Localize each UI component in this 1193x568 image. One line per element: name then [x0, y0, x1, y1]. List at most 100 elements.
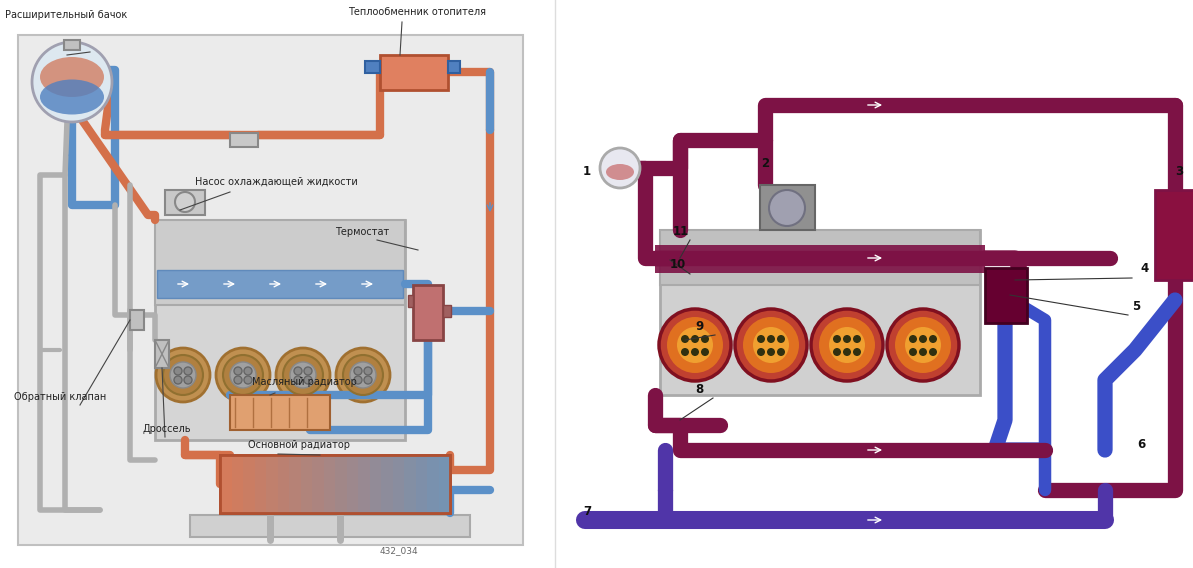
Bar	[231, 455, 243, 513]
Bar	[323, 455, 335, 513]
Bar	[220, 455, 450, 513]
Circle shape	[174, 376, 183, 384]
Text: Насос охлаждающей жидкости: Насос охлаждающей жидкости	[194, 177, 358, 187]
Text: 8: 8	[696, 383, 703, 396]
Text: Термостат: Термостат	[335, 227, 389, 237]
Bar	[370, 455, 381, 513]
Bar	[443, 305, 451, 317]
Bar	[408, 295, 413, 307]
Bar	[301, 455, 313, 513]
Circle shape	[659, 309, 731, 381]
Circle shape	[184, 376, 192, 384]
Bar	[660, 230, 979, 285]
Ellipse shape	[41, 80, 104, 115]
Bar	[358, 455, 370, 513]
Bar	[220, 455, 450, 513]
Circle shape	[283, 355, 323, 395]
Circle shape	[156, 348, 210, 402]
Bar	[660, 230, 979, 395]
Circle shape	[829, 327, 865, 363]
Bar	[381, 55, 449, 90]
Bar	[655, 245, 985, 273]
Circle shape	[354, 376, 361, 384]
Ellipse shape	[606, 164, 633, 180]
Text: 3: 3	[1175, 165, 1183, 178]
Circle shape	[909, 348, 917, 356]
Circle shape	[234, 367, 242, 375]
Circle shape	[667, 317, 723, 373]
Bar	[254, 455, 266, 513]
Text: 11: 11	[673, 225, 690, 238]
Circle shape	[350, 362, 376, 388]
Bar	[415, 455, 427, 513]
Circle shape	[276, 348, 330, 402]
Circle shape	[767, 335, 775, 343]
Text: 6: 6	[1137, 438, 1145, 451]
Bar	[157, 270, 403, 298]
Text: Масляный радиатор: Масляный радиатор	[252, 377, 357, 387]
Circle shape	[743, 317, 799, 373]
Bar	[230, 395, 330, 430]
Circle shape	[905, 327, 941, 363]
Circle shape	[843, 348, 851, 356]
Circle shape	[919, 335, 927, 343]
Circle shape	[169, 362, 196, 388]
Circle shape	[919, 348, 927, 356]
Circle shape	[833, 335, 841, 343]
Circle shape	[175, 192, 194, 212]
Text: Основной радиатор: Основной радиатор	[248, 440, 350, 450]
Circle shape	[758, 348, 765, 356]
Circle shape	[245, 376, 252, 384]
Circle shape	[354, 367, 361, 375]
Circle shape	[895, 317, 951, 373]
Ellipse shape	[41, 57, 104, 97]
Text: 4: 4	[1141, 262, 1148, 275]
Circle shape	[163, 355, 203, 395]
Text: Теплообменник отопителя: Теплообменник отопителя	[348, 7, 486, 17]
Bar	[18, 35, 523, 545]
Bar	[1155, 190, 1193, 280]
Circle shape	[245, 367, 252, 375]
Text: Обратный клапан: Обратный клапан	[14, 392, 106, 402]
Circle shape	[777, 348, 785, 356]
Bar	[278, 455, 289, 513]
Circle shape	[909, 335, 917, 343]
Bar	[346, 455, 358, 513]
Circle shape	[364, 367, 372, 375]
Circle shape	[701, 335, 709, 343]
Bar	[266, 455, 278, 513]
Circle shape	[600, 148, 639, 188]
Text: 10: 10	[670, 258, 686, 271]
Bar	[230, 133, 258, 147]
Circle shape	[777, 335, 785, 343]
Bar	[449, 61, 460, 73]
Bar	[365, 61, 381, 73]
Bar	[760, 185, 815, 230]
Circle shape	[691, 348, 699, 356]
Bar	[155, 220, 404, 305]
Bar	[220, 455, 231, 513]
Circle shape	[929, 348, 937, 356]
Bar	[130, 310, 144, 330]
Circle shape	[230, 362, 256, 388]
Circle shape	[811, 309, 883, 381]
Bar	[985, 268, 1027, 323]
Circle shape	[32, 42, 112, 122]
Bar	[155, 340, 169, 368]
Bar	[165, 190, 205, 215]
Circle shape	[676, 327, 713, 363]
Circle shape	[833, 348, 841, 356]
Circle shape	[184, 367, 192, 375]
Bar	[335, 455, 346, 513]
Text: 2: 2	[761, 157, 769, 170]
Bar	[64, 40, 80, 50]
Text: Дроссель: Дроссель	[142, 424, 191, 434]
Text: 432_034: 432_034	[381, 546, 419, 555]
Circle shape	[216, 348, 270, 402]
Bar	[427, 455, 439, 513]
Circle shape	[767, 348, 775, 356]
Bar	[289, 455, 301, 513]
Bar	[381, 455, 392, 513]
Circle shape	[336, 348, 390, 402]
Circle shape	[769, 190, 805, 226]
